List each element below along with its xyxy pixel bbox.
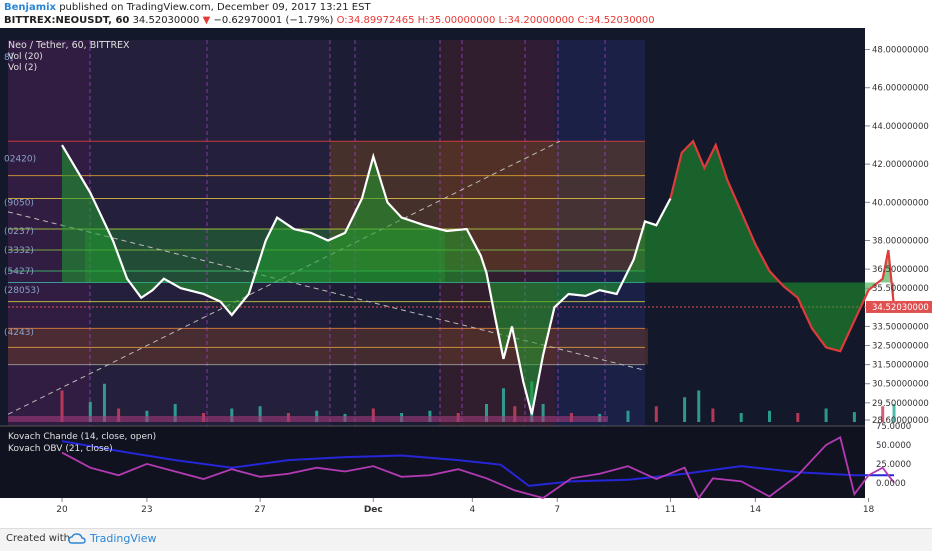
close-value: C:34.52030000 bbox=[577, 15, 655, 26]
volume-bar bbox=[88, 401, 92, 422]
price-tick-label: 42.00000000 bbox=[872, 160, 929, 170]
osc-tick-label: 75.0000 bbox=[876, 422, 911, 432]
volume-bar bbox=[739, 413, 743, 422]
open-value: O:34.89972465 bbox=[336, 15, 415, 26]
fib-label-6: (28053) bbox=[4, 286, 40, 296]
legend-osc2: Kovach OBV (21, close) bbox=[8, 444, 113, 454]
price-tick-label: 33.50000000 bbox=[872, 322, 929, 332]
oscillator-blue-line bbox=[61, 440, 895, 487]
volume-bar bbox=[683, 397, 687, 422]
volume-strip bbox=[8, 416, 608, 422]
tradingview-brand[interactable]: TradingView bbox=[90, 532, 157, 545]
header-line-1: Benjamix published on TradingView.com, D… bbox=[4, 2, 371, 14]
volume-bar bbox=[230, 408, 234, 422]
volume-bar bbox=[513, 406, 517, 422]
time-tick-label: Dec bbox=[364, 505, 383, 515]
price-tick-label: 38.00000000 bbox=[872, 237, 929, 247]
volume-bar bbox=[824, 408, 828, 422]
fib-label-5: (5427) bbox=[4, 267, 34, 277]
time-tick-label: 11 bbox=[665, 505, 676, 515]
price-change: −0.62970001 (−1.79%) bbox=[213, 15, 334, 26]
volume-bar bbox=[711, 408, 715, 422]
volume-bar bbox=[102, 383, 106, 422]
trendline-down bbox=[7, 211, 646, 371]
oscillator-pane bbox=[0, 426, 865, 498]
high-value: H:35.00000000 bbox=[417, 15, 496, 26]
current-price-label: 34.52030000 bbox=[872, 303, 929, 313]
legend-vol2: Vol (2) bbox=[8, 63, 37, 73]
created-with-text: Created with bbox=[6, 533, 70, 544]
volume-bar bbox=[796, 413, 800, 422]
fib-label-4: (3332) bbox=[4, 246, 34, 256]
volume-bar bbox=[852, 412, 856, 422]
time-tick-label: 14 bbox=[750, 505, 762, 515]
fib-label-3: (0237) bbox=[4, 227, 34, 237]
osc-tick-label: 0.0000 bbox=[876, 479, 906, 489]
price-tick-label: 31.50000000 bbox=[872, 361, 929, 371]
fib-label-2: (9050) bbox=[4, 198, 34, 208]
down-arrow-icon: ▼ bbox=[202, 15, 211, 26]
osc-tick-label: 50.0000 bbox=[876, 441, 911, 451]
volume-bar bbox=[371, 408, 375, 422]
price-tick-label: 30.50000000 bbox=[872, 380, 929, 390]
symbol-text: BITTREX:NEOUSDT, 60 bbox=[4, 15, 130, 26]
price-area-fill bbox=[62, 141, 895, 415]
low-value: L:34.20000000 bbox=[498, 15, 575, 26]
time-tick-label: 20 bbox=[56, 505, 68, 515]
price-tick-label: 32.50000000 bbox=[872, 342, 929, 352]
time-tick-label: 18 bbox=[863, 505, 875, 515]
price-axis-background bbox=[865, 28, 932, 528]
volume-bar bbox=[485, 404, 488, 422]
volume-bar bbox=[117, 408, 121, 422]
price-tick-label: 36.50000000 bbox=[872, 265, 929, 275]
footer-bar: Created with TradingView bbox=[0, 528, 932, 551]
osc-tick-label: 25.0000 bbox=[876, 460, 911, 470]
fib-zone-lower bbox=[8, 328, 648, 365]
fib-label-7: (4243) bbox=[4, 328, 34, 338]
published-text: published on TradingView.com, December 0… bbox=[59, 2, 371, 13]
time-tick-label: 27 bbox=[254, 505, 265, 515]
volume-bar bbox=[892, 404, 896, 422]
price-line-white bbox=[61, 144, 672, 415]
price-tick-label: 35.50000000 bbox=[872, 284, 929, 294]
fib-label-1: 02420) bbox=[4, 154, 36, 164]
publisher-link[interactable]: Benjamix bbox=[4, 2, 56, 13]
price-line-red bbox=[669, 139, 896, 353]
volume-bar bbox=[881, 406, 885, 422]
price-tick-label: 48.00000000 bbox=[872, 46, 929, 56]
time-tick-label: 23 bbox=[141, 505, 152, 515]
legend-main: Neo / Tether, 60, BITTREX bbox=[8, 40, 130, 51]
time-tick-label: 7 bbox=[554, 505, 560, 515]
price-tick-label: 28.60000000 bbox=[872, 416, 929, 426]
price-chart[interactable]: 48.00000000 46.00000000 44.00000000 42.0000… bbox=[0, 28, 932, 528]
time-tick-label: 4 bbox=[469, 505, 475, 515]
legend-osc1: Kovach Chande (14, close, open) bbox=[8, 432, 156, 442]
time-axis-background bbox=[0, 498, 932, 528]
volume-bar bbox=[541, 404, 545, 422]
volume-bar bbox=[258, 406, 262, 422]
volume-bar bbox=[173, 404, 177, 422]
price-tick-label: 44.00000000 bbox=[872, 122, 929, 132]
volume-bar bbox=[626, 410, 630, 422]
fib-label-0: 8] bbox=[4, 53, 13, 63]
oscillator-purple-line bbox=[61, 436, 895, 500]
header-line-2: BITTREX:NEOUSDT, 60 34.52030000 ▼ −0.629… bbox=[4, 15, 655, 27]
volume-bar bbox=[60, 390, 64, 422]
legend-vol20: Vol (20) bbox=[8, 52, 43, 62]
price-tick-label: 46.00000000 bbox=[872, 84, 929, 94]
price-tick-label: 29.50000000 bbox=[872, 399, 929, 409]
tradingview-cloud-icon bbox=[68, 533, 86, 544]
volume-bar bbox=[501, 388, 505, 422]
volume-bar bbox=[697, 390, 701, 422]
volume-bar bbox=[768, 410, 771, 422]
price-tick-label: 40.00000000 bbox=[872, 198, 929, 208]
volume-bar bbox=[654, 406, 658, 422]
current-price-tag bbox=[866, 300, 932, 313]
last-price: 34.52030000 bbox=[132, 15, 200, 26]
